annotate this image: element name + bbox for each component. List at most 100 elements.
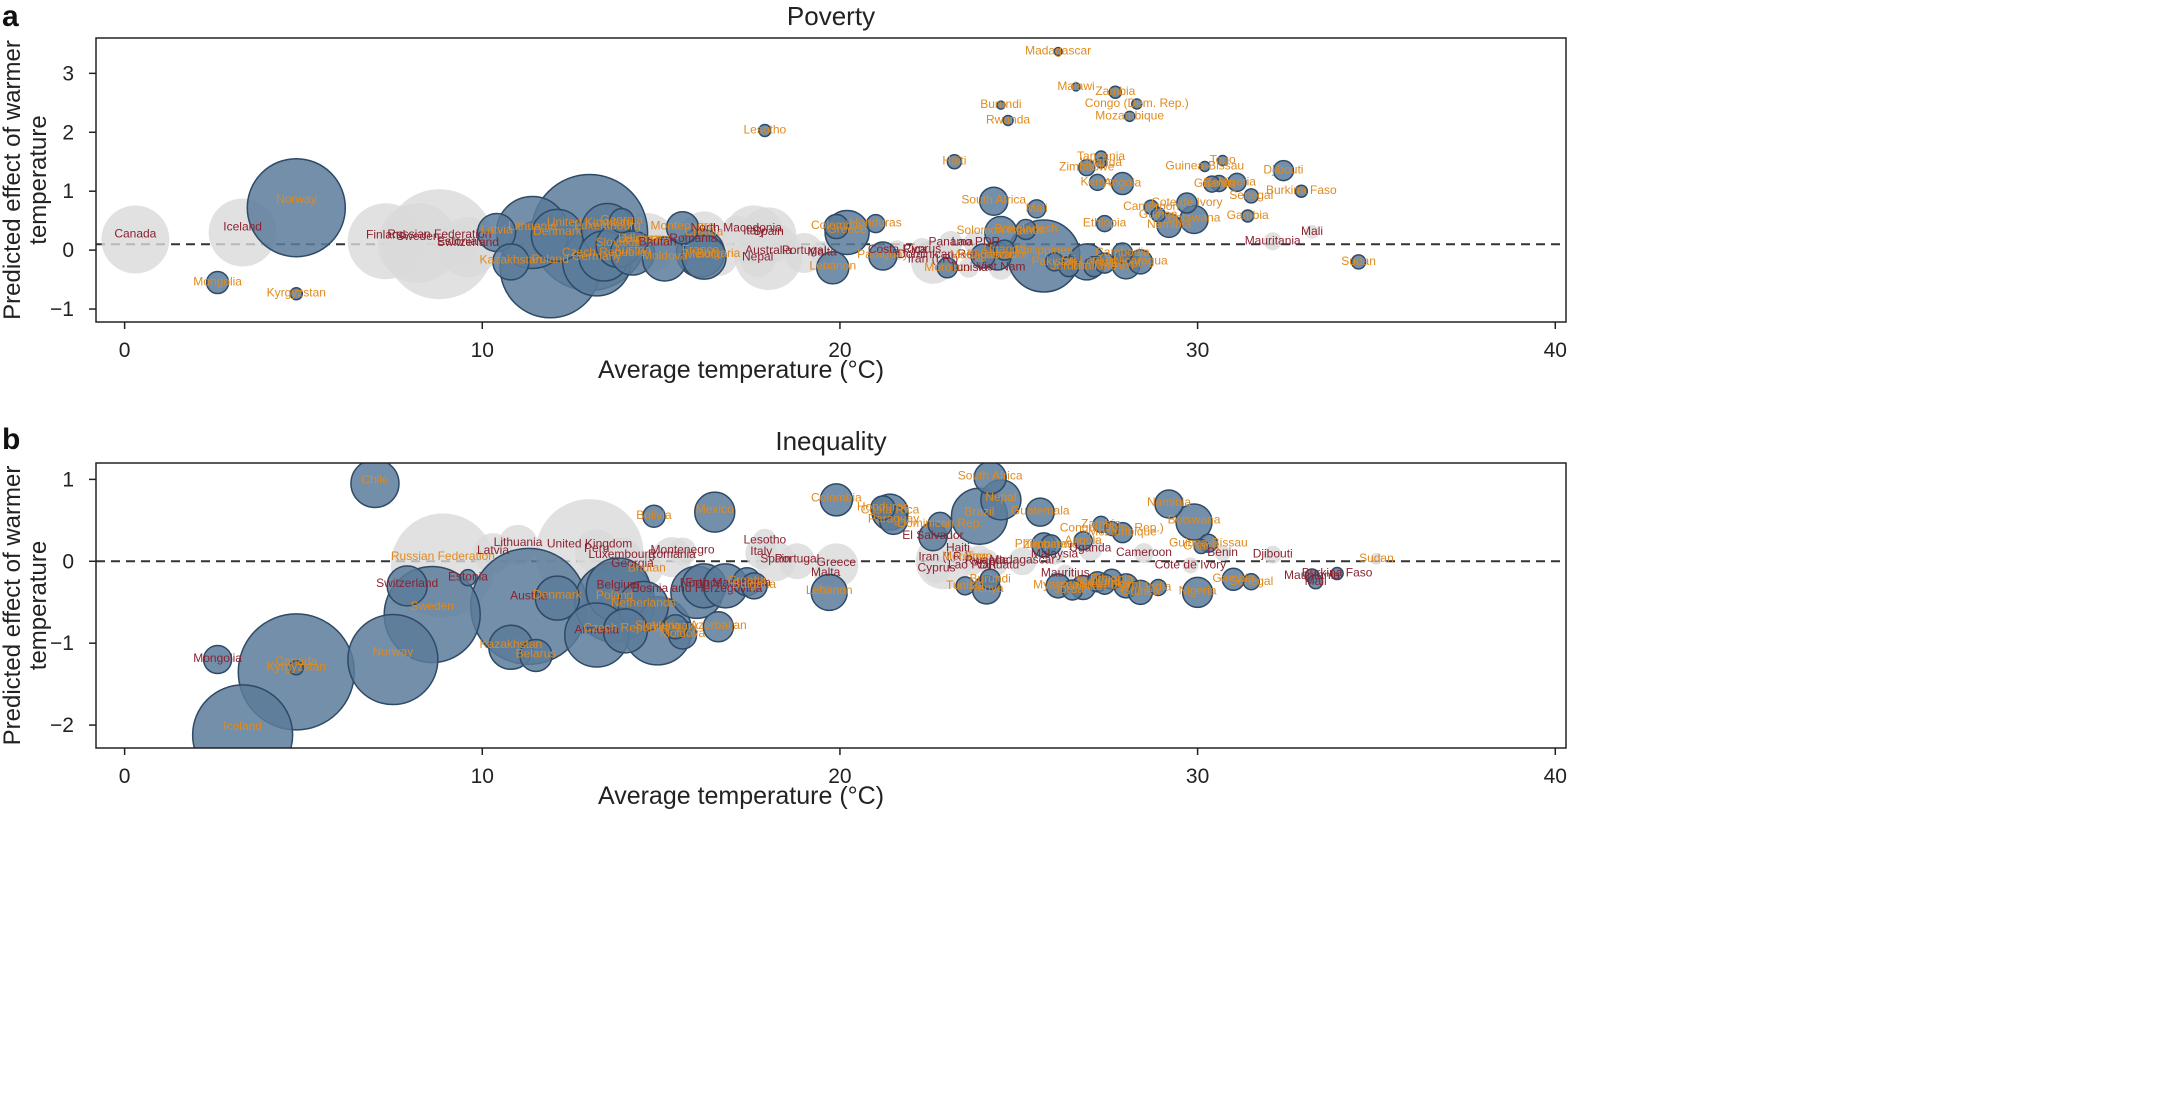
- point-estonia: [459, 568, 477, 587]
- point-label: Iran (I.R.): [908, 252, 959, 266]
- point-nigeria: [1181, 576, 1214, 609]
- point-lesotho: [758, 123, 772, 138]
- point-sudan: [1350, 254, 1367, 270]
- point-label: Zimbabwe: [1059, 160, 1115, 174]
- point-mozambique: [1123, 110, 1136, 123]
- point-uganda: [993, 239, 1016, 261]
- point-zimbabwe: [1077, 158, 1096, 177]
- point-label: Malta: [811, 565, 841, 579]
- point-label: Viet Nam: [976, 259, 1025, 273]
- point-label: United Kingdom: [547, 215, 632, 229]
- point-label: Italy: [750, 544, 772, 558]
- point-label: Czech Republic: [583, 620, 667, 634]
- point-sri-lanka: [1093, 573, 1116, 595]
- point-label: Togo: [966, 549, 992, 563]
- point-label: Lao PDR: [948, 557, 997, 571]
- point-label: Paraguay: [857, 247, 908, 261]
- point-label: Costa Rica: [868, 242, 927, 256]
- point-label: Poland: [532, 252, 569, 266]
- y-tick-label: 0: [62, 550, 74, 573]
- x-tick-label: 0: [119, 339, 131, 362]
- point-kyrgyzstan: [288, 659, 305, 676]
- point-kenya: [1088, 173, 1107, 192]
- point-north-macedonia: [722, 215, 751, 244]
- point-label: South Africa: [961, 192, 1026, 206]
- point-label: Tunisia: [946, 578, 985, 592]
- point-mauritania: [1263, 232, 1282, 251]
- point-ghana: [1203, 175, 1221, 193]
- point-label: Bhutan: [639, 235, 677, 249]
- point-label: Panama: [928, 235, 973, 249]
- point-nigeria: [1227, 172, 1247, 193]
- point-mongolia: [202, 644, 233, 675]
- point-panama: [938, 231, 963, 256]
- point-malawi: [1071, 82, 1081, 92]
- point-label: El Salvador: [967, 247, 1028, 261]
- point-label: Pakistan: [1060, 579, 1106, 593]
- point-label: Malawi: [1057, 79, 1094, 93]
- point-label: Honduras: [857, 500, 909, 514]
- point-honduras: [870, 495, 896, 521]
- point-mali: [1305, 224, 1320, 239]
- point-label: Rwanda: [986, 112, 1030, 126]
- point-label: Morocco: [942, 549, 988, 563]
- point-label: Guinea-Bissau: [1165, 158, 1244, 172]
- point-label: Montenegro: [651, 543, 715, 557]
- point-label: Gambia: [1227, 208, 1269, 222]
- point-label: Austria: [510, 589, 548, 603]
- point-label: Bangladesh: [994, 221, 1057, 235]
- point-label: Burkina Faso: [1302, 566, 1373, 580]
- point-label: Thailand: [1074, 574, 1120, 588]
- point-cote-de-ivory: [1182, 557, 1199, 574]
- point-label: Senegal: [1229, 188, 1273, 202]
- point-label: Italy: [743, 223, 765, 237]
- point-label: Portugal: [775, 552, 820, 566]
- point-mexico: [694, 491, 736, 533]
- point-label: Honduras: [850, 216, 902, 230]
- point-label: Croatia: [728, 573, 767, 587]
- point-label: Nigeria: [1218, 174, 1256, 188]
- point-label: Peru: [584, 541, 609, 555]
- point-label: Moldova: [642, 249, 688, 263]
- point-label: Mexico: [685, 247, 723, 261]
- point-haiti: [946, 153, 963, 170]
- point-label: Norway: [373, 645, 414, 659]
- point-label: India: [1092, 255, 1118, 269]
- point-label: Nepal: [985, 490, 1016, 504]
- point-burkina-faso: [1294, 184, 1309, 198]
- point-label: Kenya: [970, 581, 1004, 595]
- point-label: Dominican Rep.: [897, 516, 982, 530]
- point-label: Greece: [817, 555, 857, 569]
- point-label: Australia: [745, 243, 792, 257]
- point-label: Mali: [1305, 574, 1327, 588]
- point-label: Romania: [648, 547, 696, 561]
- point-label: Latvia: [481, 223, 513, 237]
- point-label: Colombia: [811, 491, 862, 505]
- point-label: Malta: [807, 245, 837, 259]
- point-cote-de-ivory: [1176, 192, 1198, 214]
- point-cyprus: [910, 238, 935, 263]
- point-canada: [101, 205, 170, 274]
- point-label: Denmark: [533, 588, 583, 602]
- point-label: Sweden: [396, 229, 439, 243]
- point-label: Sudan: [1341, 254, 1376, 268]
- point-label: Vanuatu: [975, 557, 1019, 571]
- point-label: Guinea: [1139, 207, 1178, 221]
- plot-frame: [95, 462, 1567, 749]
- point-label: Ethiopia: [1083, 216, 1127, 230]
- point-label: Kyrgyzstan: [267, 660, 326, 674]
- point-bulgaria: [740, 572, 768, 600]
- point-montenegro: [665, 210, 700, 245]
- point-label: Philippines: [1015, 243, 1073, 257]
- y-tick-label: 1: [62, 468, 74, 491]
- point-label: Madagascar: [1025, 44, 1091, 58]
- point-label: Madagascar: [989, 552, 1055, 566]
- x-tick-label: 30: [1186, 765, 1209, 788]
- point-guinea: [1150, 207, 1167, 223]
- point-label: Namibia: [1147, 495, 1191, 509]
- point-label: Lesotho: [743, 532, 786, 546]
- point-label: India: [1145, 579, 1171, 593]
- point-label: Switzerland: [437, 235, 499, 249]
- x-tick-label: 10: [471, 339, 494, 362]
- point-label: South Africa: [958, 469, 1023, 483]
